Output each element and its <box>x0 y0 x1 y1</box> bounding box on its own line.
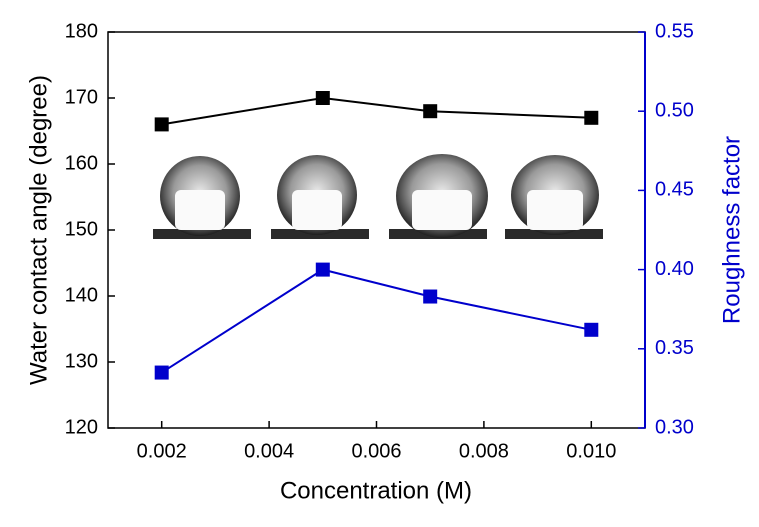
y2-tick-label: 0.55 <box>655 20 694 42</box>
marker <box>423 104 438 119</box>
y-axis-title: Water contact angle (degree) <box>25 75 52 385</box>
y-tick-label: 160 <box>65 152 98 174</box>
droplet-images <box>153 154 603 239</box>
marker <box>154 365 169 380</box>
y2-tick-label: 0.45 <box>655 179 694 201</box>
y2-tick-label: 0.50 <box>655 99 694 121</box>
marker <box>423 289 438 304</box>
x-tick-label: 0.008 <box>459 440 509 462</box>
y-tick-label: 140 <box>65 284 98 306</box>
series-line <box>161 96 592 126</box>
marker <box>154 117 169 132</box>
y-tick-label: 170 <box>65 86 98 108</box>
x-tick-label: 0.006 <box>351 440 401 462</box>
x-tick-label: 0.004 <box>244 440 294 462</box>
y2-tick-label: 0.40 <box>655 258 694 280</box>
y2-tick-label: 0.35 <box>655 337 694 359</box>
marker <box>315 262 330 277</box>
x-tick-label: 0.010 <box>566 440 616 462</box>
y-tick-label: 120 <box>65 416 98 438</box>
y2-axis-title: Roughness factor <box>718 136 745 324</box>
y-tick-label: 130 <box>65 350 98 372</box>
x-axis-title: Concentration (M) <box>280 477 472 504</box>
y-tick-label: 180 <box>65 20 98 42</box>
marker <box>584 322 599 337</box>
y2-tick-label: 0.30 <box>655 416 694 438</box>
marker <box>584 110 599 125</box>
x-tick-label: 0.002 <box>137 440 187 462</box>
marker <box>315 91 330 105</box>
series-line <box>161 268 592 374</box>
y-tick-label: 150 <box>65 218 98 240</box>
